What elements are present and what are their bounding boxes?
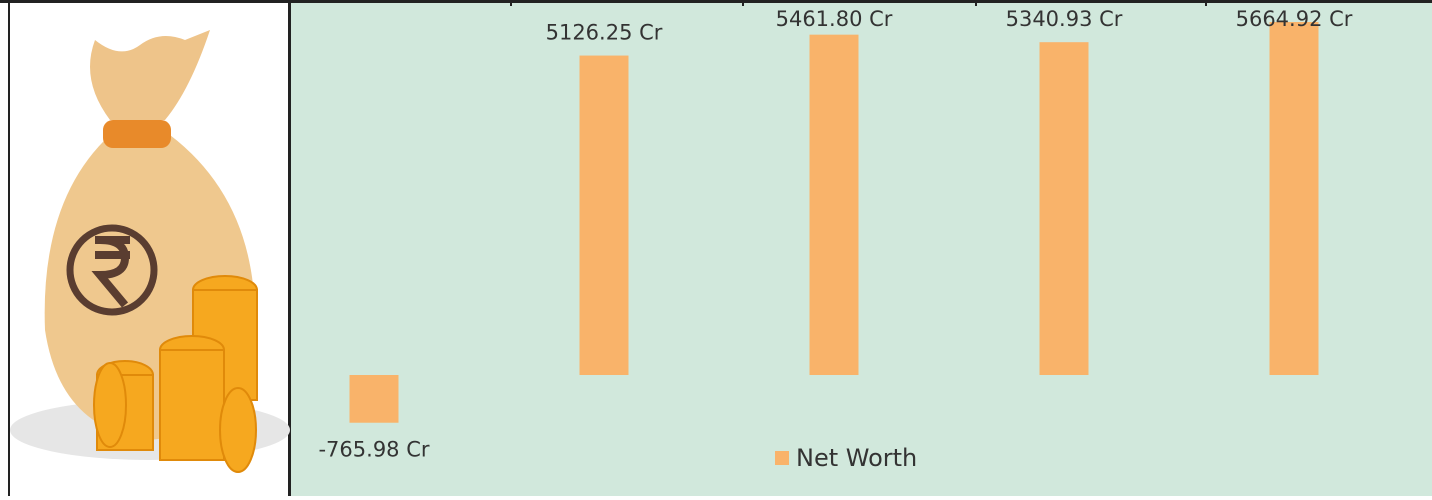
legend-swatch bbox=[775, 451, 789, 465]
bar bbox=[349, 375, 399, 423]
data-label: 5461.80 Cr bbox=[776, 7, 893, 31]
bar bbox=[1269, 22, 1319, 375]
left-border bbox=[8, 0, 10, 496]
bar bbox=[1039, 42, 1089, 375]
data-label: -765.98 Cr bbox=[318, 438, 429, 462]
chart-panel bbox=[290, 0, 1432, 496]
column-ticks bbox=[510, 0, 1207, 6]
money-bag-illustration bbox=[10, 30, 290, 473]
legend-label: Net Worth bbox=[796, 444, 917, 472]
bar bbox=[809, 34, 859, 376]
bar bbox=[579, 55, 629, 376]
data-label: 5340.93 Cr bbox=[1006, 7, 1123, 31]
data-label: 5664.92 Cr bbox=[1236, 7, 1353, 31]
divider bbox=[288, 0, 291, 496]
data-label: 5126.25 Cr bbox=[546, 21, 663, 45]
top-border bbox=[0, 0, 1432, 3]
